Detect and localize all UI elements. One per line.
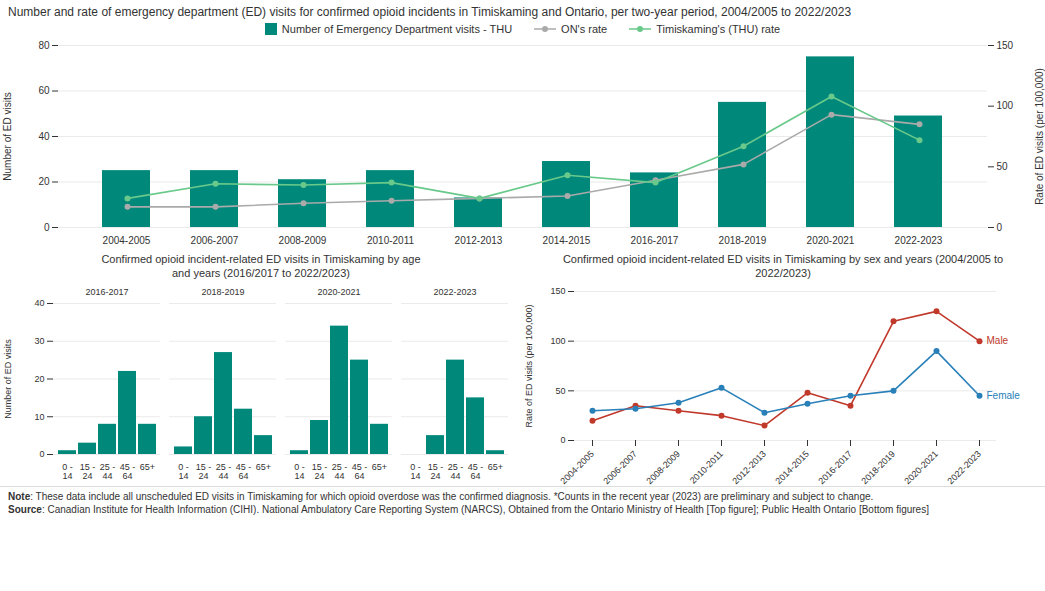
html-text:Confirmed opioid incident-rela: Confirmed opioid incident-related ED vis…	[101, 253, 421, 279]
svg-text:2010-2011: 2010-2011	[367, 235, 415, 246]
svg-text:40: 40	[34, 298, 44, 308]
html-text:Source: Canadian Institute for: Source: Canadian Institute for Health In…	[8, 503, 929, 515]
svg-text:2018-2019: 2018-2019	[719, 235, 767, 246]
svg-text:65+: 65+	[256, 461, 271, 471]
svg-text:2014-2015: 2014-2015	[773, 448, 811, 485]
svg-text:2018-2019: 2018-2019	[201, 286, 244, 296]
svg-text:150: 150	[550, 286, 565, 296]
svg-text:20: 20	[34, 373, 44, 383]
svg-text:2004-2005: 2004-2005	[558, 448, 596, 485]
svg-text:0 -14: 0 -14	[62, 461, 73, 480]
svg-text:30: 30	[34, 336, 44, 346]
svg-text:2020-2021: 2020-2021	[317, 286, 360, 296]
html-text:Timiskaming's (THU) rate: Timiskaming's (THU) rate	[656, 23, 781, 35]
svg-text:10: 10	[34, 411, 44, 421]
svg-text:2020-2021: 2020-2021	[902, 448, 940, 485]
svg-text:0 -14: 0 -14	[178, 461, 189, 480]
svg-text:0 -14: 0 -14	[410, 461, 421, 480]
svg-text:25 -44: 25 -44	[216, 461, 232, 480]
svg-text:Male: Male	[987, 335, 1009, 346]
svg-text:15 -24: 15 -24	[196, 461, 212, 480]
svg-text:Number of ED visits: Number of ED visits	[2, 92, 13, 180]
svg-text:65+: 65+	[488, 461, 503, 471]
svg-text:45 -64: 45 -64	[120, 461, 136, 480]
svg-text:15 -24: 15 -24	[312, 461, 328, 480]
svg-text:2006-2007: 2006-2007	[601, 448, 639, 485]
svg-text:15 -24: 15 -24	[80, 461, 96, 480]
html-text:Number and rate of emergency d: Number and rate of emergency department …	[8, 5, 852, 19]
svg-text:80: 80	[38, 40, 50, 51]
svg-text:50: 50	[555, 385, 565, 395]
svg-text:2022-2023: 2022-2023	[945, 448, 983, 485]
svg-text:0 -14: 0 -14	[294, 461, 305, 480]
svg-text:2018-2019: 2018-2019	[859, 448, 897, 485]
svg-text:25 -44: 25 -44	[100, 461, 116, 480]
svg-text:2016-2017: 2016-2017	[85, 286, 128, 296]
svg-text:40: 40	[38, 131, 50, 142]
svg-text:2012-2013: 2012-2013	[455, 235, 503, 246]
svg-text:0: 0	[997, 222, 1003, 233]
svg-text:65+: 65+	[372, 461, 387, 471]
svg-text:2010-2011: 2010-2011	[688, 448, 725, 485]
svg-text:45 -64: 45 -64	[352, 461, 368, 480]
svg-text:Rate of ED visits (per 100,000: Rate of ED visits (per 100,000)	[524, 304, 534, 427]
svg-text:2012-2013: 2012-2013	[730, 448, 768, 485]
svg-text:2016-2017: 2016-2017	[631, 235, 679, 246]
svg-text:20: 20	[38, 176, 50, 187]
svg-text:25 -44: 25 -44	[332, 461, 348, 480]
svg-text:2008-2009: 2008-2009	[279, 235, 327, 246]
svg-text:2006-2007: 2006-2007	[191, 235, 239, 246]
svg-text:2022-2023: 2022-2023	[433, 286, 476, 296]
svg-text:15 -24: 15 -24	[428, 461, 444, 480]
svg-text:Female: Female	[987, 390, 1021, 401]
html-text:Note: These data include all u: Note: These data include all unscheduled…	[8, 490, 874, 502]
html-text:ON's rate: ON's rate	[561, 23, 608, 35]
svg-text:2014-2015: 2014-2015	[543, 235, 591, 246]
svg-text:25 -44: 25 -44	[448, 461, 464, 480]
svg-text:60: 60	[38, 85, 50, 96]
svg-text:100: 100	[997, 100, 1014, 111]
svg-text:0: 0	[44, 222, 50, 233]
svg-text:45 -64: 45 -64	[236, 461, 252, 480]
svg-text:100: 100	[550, 336, 565, 346]
svg-text:150: 150	[997, 40, 1014, 51]
svg-text:2016-2017: 2016-2017	[816, 448, 854, 485]
html-text:Confirmed opioid incident-rela: Confirmed opioid incident-related ED vis…	[562, 253, 1004, 279]
svg-text:Number of ED visits: Number of ED visits	[3, 338, 13, 418]
svg-text:65+: 65+	[140, 461, 155, 471]
svg-text:2008-2009: 2008-2009	[644, 448, 682, 485]
svg-text:2020-2021: 2020-2021	[807, 235, 855, 246]
svg-text:2022-2023: 2022-2023	[895, 235, 943, 246]
svg-text:2004-2005: 2004-2005	[103, 235, 151, 246]
svg-text:0: 0	[39, 449, 44, 459]
html-text:Number of Emergency Department: Number of Emergency Department visits - …	[281, 23, 513, 35]
svg-text:45 -64: 45 -64	[468, 461, 484, 480]
svg-text:Rate of ED visits (per 100,000: Rate of ED visits (per 100,000)	[1034, 68, 1045, 205]
svg-text:0: 0	[560, 435, 565, 445]
svg-text:50: 50	[997, 161, 1009, 172]
